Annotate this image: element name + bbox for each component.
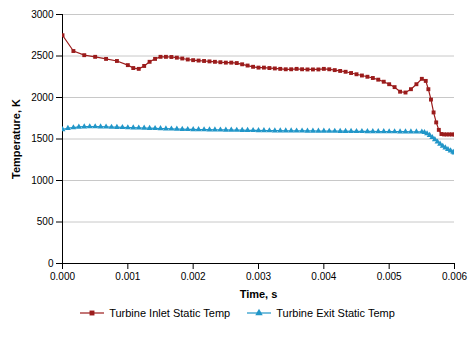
svg-text:2000: 2000	[31, 92, 54, 103]
svg-text:0: 0	[48, 258, 54, 269]
svg-text:0.005: 0.005	[377, 271, 402, 282]
svg-text:0.000: 0.000	[50, 271, 75, 282]
svg-text:Time, s: Time, s	[240, 288, 278, 300]
svg-text:0.001: 0.001	[115, 271, 140, 282]
svg-text:2500: 2500	[31, 50, 54, 61]
html-text:Turbine Exit Static Temp: Turbine Exit Static Temp	[276, 307, 395, 319]
svg-text:0.006: 0.006	[442, 271, 467, 282]
svg-text:3000: 3000	[31, 9, 54, 20]
svg-text:500: 500	[37, 216, 54, 227]
svg-text:1500: 1500	[31, 133, 54, 144]
svg-text:Temperature, K: Temperature, K	[10, 99, 22, 179]
svg-text:1000: 1000	[31, 175, 54, 186]
svg-text:0.002: 0.002	[181, 271, 206, 282]
svg-text:0.003: 0.003	[246, 271, 271, 282]
html-text:Turbine Inlet Static Temp: Turbine Inlet Static Temp	[109, 307, 231, 319]
svg-text:0.004: 0.004	[311, 271, 336, 282]
